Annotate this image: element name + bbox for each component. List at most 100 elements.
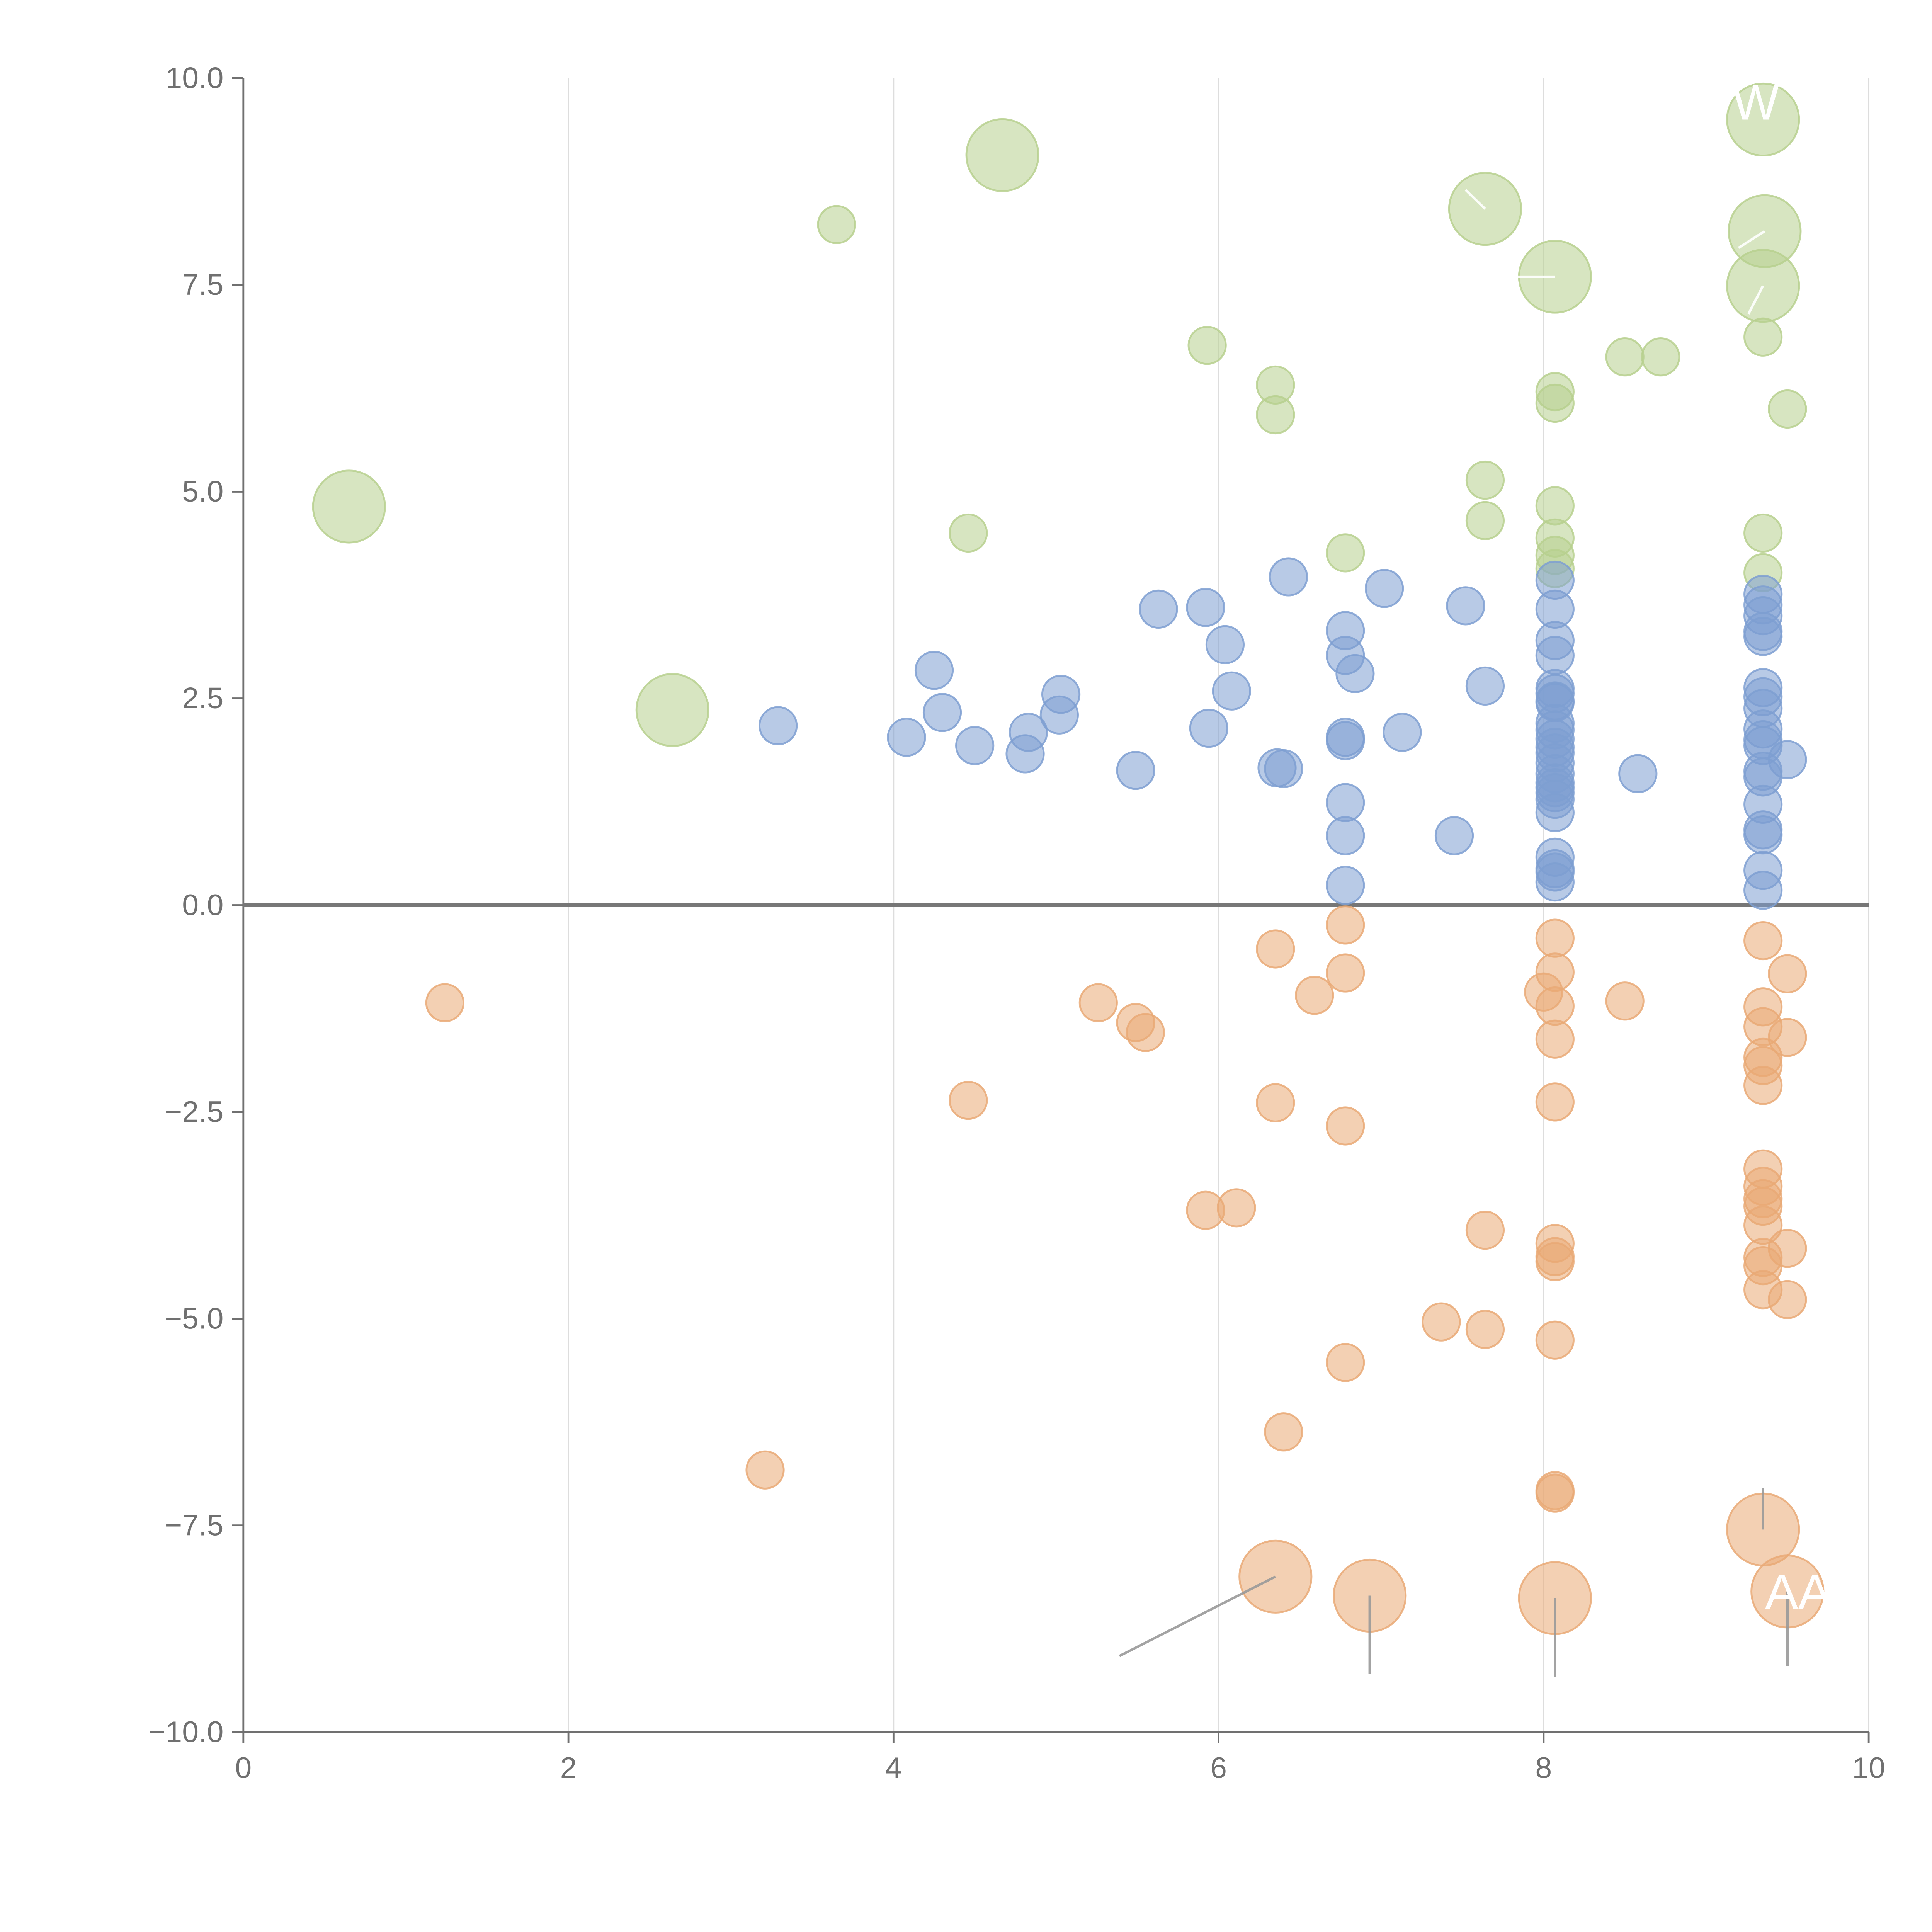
blue-point [1434, 816, 1474, 855]
x-tick-label: 2 [560, 1752, 577, 1785]
blue-point [1205, 625, 1245, 665]
orange-point [1465, 1310, 1505, 1349]
leader-line [1119, 1575, 1276, 1657]
green-point [635, 673, 709, 747]
annotation-label-aa: AA [1765, 1565, 1832, 1620]
orange-point [1256, 1083, 1295, 1122]
blue-point [1743, 815, 1783, 855]
blue-point [1535, 862, 1575, 902]
y-tick-label: 5.0 [182, 475, 223, 508]
y-tick-label: −2.5 [165, 1095, 223, 1128]
points-layer [312, 82, 1825, 1635]
blue-point [955, 726, 995, 765]
orange-point [1535, 1019, 1575, 1059]
green-point [1726, 82, 1800, 157]
blue-point [1326, 866, 1365, 905]
orange-point [949, 1080, 988, 1120]
blue-point [1326, 721, 1365, 760]
y-tick-label: −10.0 [148, 1715, 223, 1748]
orange-point [1465, 1210, 1505, 1250]
green-point [1743, 317, 1783, 357]
y-tick-label: −5.0 [165, 1302, 223, 1335]
blue-point [1446, 586, 1485, 626]
orange-point [1743, 1066, 1783, 1105]
blue-point [1743, 617, 1783, 656]
leader-layer [1119, 189, 1789, 1677]
green-point [1326, 533, 1365, 573]
y-tick-label: −7.5 [165, 1509, 223, 1542]
orange-point [1078, 983, 1118, 1022]
blue-point [914, 651, 954, 690]
leader-line [1738, 230, 1765, 249]
orange-point [1126, 1013, 1165, 1052]
green-point [1641, 337, 1680, 377]
orange-point [1605, 981, 1645, 1021]
green-point [312, 469, 386, 544]
blue-point [1365, 569, 1404, 608]
y-tick-label: 2.5 [182, 682, 223, 715]
blue-point [1264, 749, 1303, 789]
green-point [965, 118, 1039, 192]
orange-point [1768, 1280, 1807, 1319]
blue-point [1189, 708, 1228, 748]
x-tick-label: 10 [1852, 1752, 1885, 1785]
orange-point [745, 1450, 785, 1490]
orange-point [1768, 954, 1807, 993]
blue-point [1212, 671, 1251, 711]
y-tick-label: 7.5 [182, 268, 223, 301]
blue-point [1535, 793, 1575, 832]
blue-point [1618, 754, 1658, 793]
orange-point [1326, 1106, 1365, 1146]
orange-point [1535, 918, 1575, 958]
blue-point [1005, 734, 1045, 774]
blue-point [1139, 589, 1178, 629]
green-point [1465, 501, 1505, 541]
orange-point [1217, 1188, 1256, 1228]
blue-point [1326, 816, 1365, 855]
x-tick-label: 0 [235, 1752, 252, 1785]
green-point [1726, 249, 1800, 323]
green-point [1535, 383, 1575, 423]
orange-point [1535, 1320, 1575, 1360]
blue-point [1743, 871, 1783, 910]
orange-point [1326, 905, 1365, 945]
green-point [1605, 337, 1645, 377]
y-tick-label: 10.0 [165, 61, 223, 95]
orange-point [1326, 1343, 1365, 1382]
green-point [1768, 389, 1807, 429]
orange-point [1535, 1473, 1575, 1513]
orange-point [1535, 1242, 1575, 1281]
orange-point [1743, 921, 1783, 961]
axis-layer: 10.0 7.5 5.0 2.5 0.0 −2.5 −5.0 −7.5 −10.0 0 2 4 6 8 10 [148, 61, 1885, 1784]
green-point [1465, 460, 1505, 500]
blue-point [1269, 557, 1308, 597]
blue-point [1383, 713, 1422, 752]
orange-point [1295, 976, 1334, 1015]
leader-line [1464, 189, 1486, 210]
blue-point [1335, 654, 1375, 693]
green-point [817, 205, 856, 244]
blue-point [922, 693, 962, 732]
orange-point [1535, 1082, 1575, 1122]
leader-line [1747, 285, 1764, 315]
orange-point [1422, 1302, 1461, 1342]
green-point [949, 513, 988, 553]
annotation-label-w: W [1732, 75, 1779, 130]
orange-point [1256, 929, 1295, 969]
x-tick-label: 6 [1210, 1752, 1227, 1785]
x-tick-label: 4 [885, 1752, 902, 1785]
orange-point [1535, 986, 1575, 1026]
x-tick-label: 8 [1535, 1752, 1552, 1785]
label-layer: W AA [1732, 75, 1832, 1619]
green-point [1743, 513, 1783, 553]
orange-point [1326, 953, 1365, 993]
blue-point [1186, 588, 1225, 627]
blue-point [1326, 783, 1365, 822]
blue-point [1465, 666, 1505, 706]
y-tick-label: 0.0 [182, 888, 223, 922]
blue-point [1535, 636, 1575, 675]
blue-point [887, 718, 926, 757]
orange-point [425, 983, 465, 1022]
orange-point [1264, 1412, 1303, 1452]
